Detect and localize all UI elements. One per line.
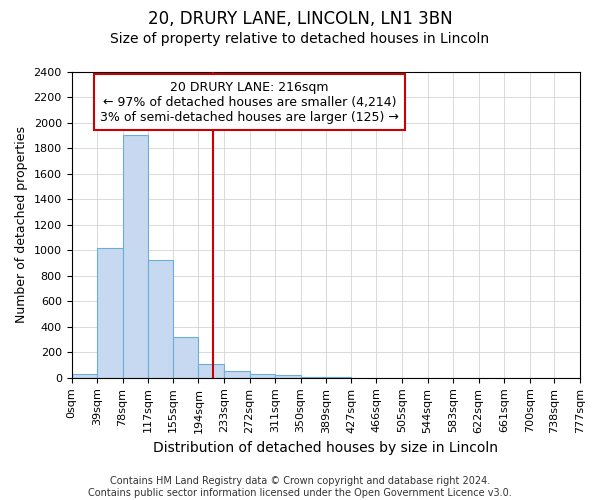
Bar (301, 377, 326, 378)
Bar (250, 374, 275, 378)
Y-axis label: Number of detached properties: Number of detached properties (15, 126, 28, 323)
Bar (148, 260, 173, 378)
Bar (224, 372, 250, 378)
Text: 20, DRURY LANE, LINCOLN, LN1 3BN: 20, DRURY LANE, LINCOLN, LN1 3BN (148, 10, 452, 28)
Text: 20 DRURY LANE: 216sqm
← 97% of detached houses are smaller (4,214)
3% of semi-de: 20 DRURY LANE: 216sqm ← 97% of detached … (100, 80, 399, 124)
X-axis label: Distribution of detached houses by size in Lincoln: Distribution of detached houses by size … (153, 441, 498, 455)
Bar (122, 136, 148, 378)
Text: Size of property relative to detached houses in Lincoln: Size of property relative to detached ho… (110, 32, 490, 46)
Bar (97, 248, 122, 378)
Bar (173, 337, 199, 378)
Bar (199, 364, 224, 378)
Bar (275, 376, 301, 378)
Bar (71, 374, 97, 378)
Text: Contains HM Land Registry data © Crown copyright and database right 2024.
Contai: Contains HM Land Registry data © Crown c… (88, 476, 512, 498)
